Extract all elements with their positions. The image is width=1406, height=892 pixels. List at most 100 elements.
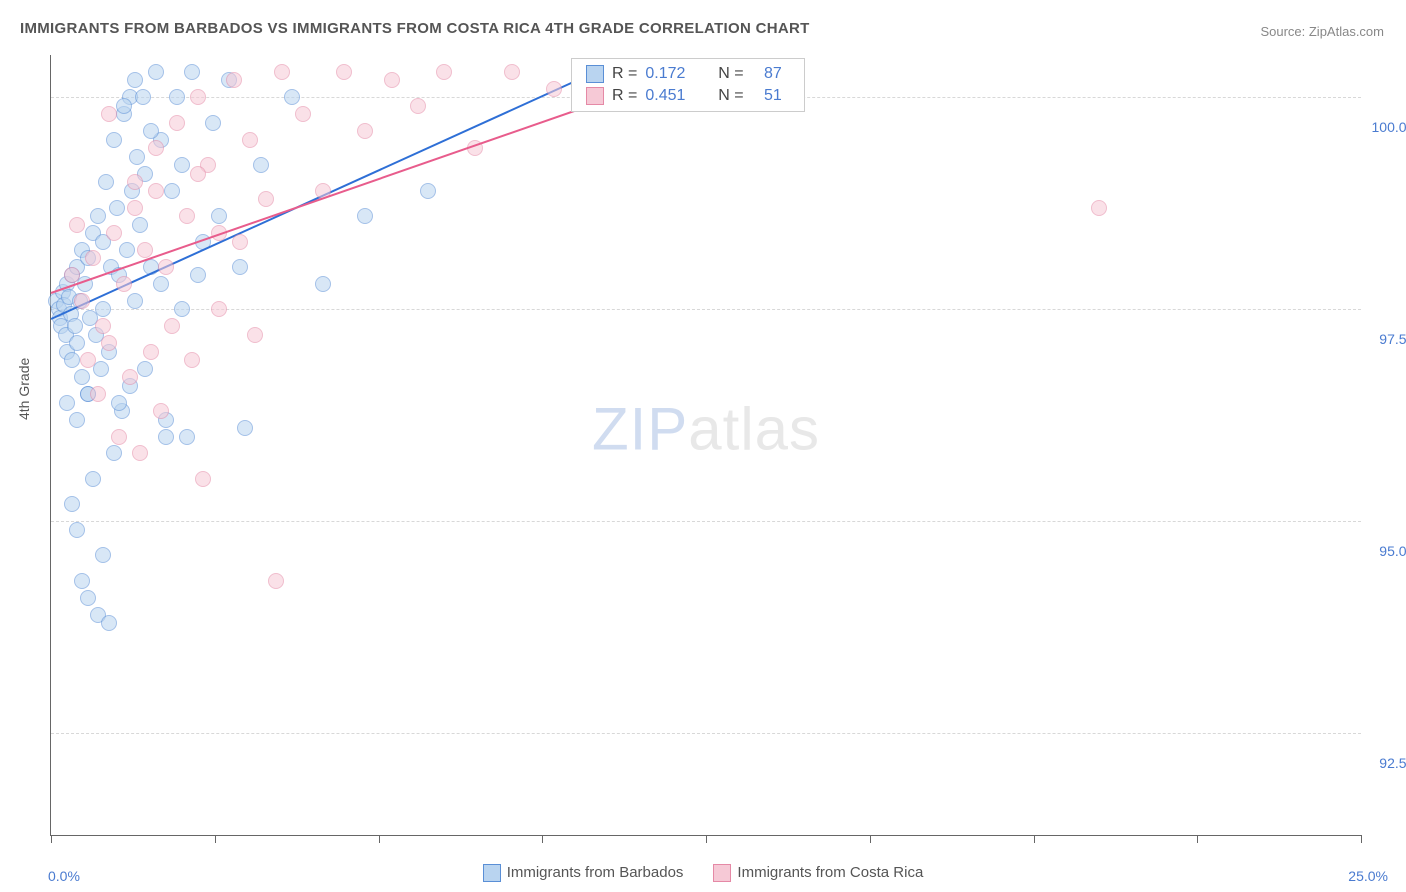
scatter-point xyxy=(69,335,85,351)
scatter-point xyxy=(436,64,452,80)
scatter-point xyxy=(59,395,75,411)
scatter-point xyxy=(143,344,159,360)
scatter-point xyxy=(64,267,80,283)
scatter-point xyxy=(546,81,562,97)
scatter-point xyxy=(164,318,180,334)
scatter-point xyxy=(253,157,269,173)
scatter-point xyxy=(274,64,290,80)
scatter-point xyxy=(179,429,195,445)
scatter-point xyxy=(247,327,263,343)
scatter-point xyxy=(90,208,106,224)
gridline-horizontal xyxy=(51,521,1361,522)
scatter-point xyxy=(179,208,195,224)
scatter-point xyxy=(158,259,174,275)
scatter-point xyxy=(195,471,211,487)
scatter-point xyxy=(111,395,127,411)
correlation-row: R = 0.172 N = 87 xyxy=(572,63,804,85)
n-value: 51 xyxy=(764,87,790,105)
scatter-point xyxy=(69,412,85,428)
source-prefix: Source: xyxy=(1260,24,1308,39)
scatter-point xyxy=(64,352,80,368)
scatter-point xyxy=(1091,200,1107,216)
x-tick xyxy=(542,835,543,843)
scatter-point xyxy=(129,149,145,165)
scatter-point xyxy=(190,166,206,182)
scatter-point xyxy=(158,429,174,445)
scatter-point xyxy=(148,183,164,199)
scatter-point xyxy=(268,573,284,589)
x-tick xyxy=(706,835,707,843)
legend-label: Immigrants from Barbados xyxy=(507,864,684,881)
scatter-point xyxy=(211,301,227,317)
watermark-zip: ZIP xyxy=(592,396,688,463)
scatter-point xyxy=(169,115,185,131)
scatter-point xyxy=(357,123,373,139)
scatter-point xyxy=(315,276,331,292)
scatter-point xyxy=(237,420,253,436)
x-tick xyxy=(51,835,52,843)
scatter-point xyxy=(119,242,135,258)
scatter-point xyxy=(232,259,248,275)
scatter-point xyxy=(211,208,227,224)
scatter-plot: ZIPatlas 92.5%95.0%97.5%100.0% xyxy=(50,55,1361,836)
correlation-legend-box: R = 0.172 N = 87 R =0.451 N = 51 xyxy=(571,58,805,112)
scatter-point xyxy=(174,301,190,317)
scatter-point xyxy=(127,72,143,88)
scatter-point xyxy=(148,140,164,156)
scatter-point xyxy=(80,352,96,368)
source-attribution: Source: ZipAtlas.com xyxy=(1260,24,1384,39)
scatter-point xyxy=(190,267,206,283)
legend-item: Immigrants from Barbados xyxy=(483,864,684,882)
legend-swatch xyxy=(483,864,501,882)
legend-item: Immigrants from Costa Rica xyxy=(713,864,923,882)
scatter-point xyxy=(226,72,242,88)
scatter-point xyxy=(143,123,159,139)
y-tick-label: 95.0% xyxy=(1369,543,1406,559)
scatter-point xyxy=(109,200,125,216)
source-name: ZipAtlas.com xyxy=(1309,24,1384,39)
n-value: 87 xyxy=(764,65,790,83)
scatter-point xyxy=(137,242,153,258)
scatter-point xyxy=(504,64,520,80)
watermark: ZIPatlas xyxy=(592,395,820,464)
gridline-horizontal xyxy=(51,733,1361,734)
scatter-point xyxy=(295,106,311,122)
scatter-point xyxy=(111,429,127,445)
scatter-point xyxy=(74,573,90,589)
scatter-point xyxy=(127,174,143,190)
legend-label: Immigrants from Costa Rica xyxy=(737,864,923,881)
scatter-point xyxy=(284,89,300,105)
y-tick-label: 92.5% xyxy=(1369,755,1406,771)
scatter-point xyxy=(95,318,111,334)
scatter-point xyxy=(93,361,109,377)
scatter-point xyxy=(153,276,169,292)
n-label: N = xyxy=(718,87,743,105)
x-tick xyxy=(379,835,380,843)
scatter-point xyxy=(127,293,143,309)
scatter-point xyxy=(85,250,101,266)
legend-bottom: Immigrants from Barbados Immigrants from … xyxy=(0,864,1406,882)
scatter-point xyxy=(106,225,122,241)
r-label: R = xyxy=(612,65,637,83)
x-tick xyxy=(1197,835,1198,843)
correlation-swatch xyxy=(586,65,604,83)
y-tick-label: 97.5% xyxy=(1369,331,1406,347)
r-value: 0.172 xyxy=(645,65,693,83)
scatter-point xyxy=(116,276,132,292)
scatter-point xyxy=(357,208,373,224)
scatter-point xyxy=(135,89,151,105)
scatter-point xyxy=(184,64,200,80)
correlation-row: R =0.451 N = 51 xyxy=(572,85,804,107)
scatter-point xyxy=(164,183,180,199)
scatter-point xyxy=(258,191,274,207)
x-tick xyxy=(870,835,871,843)
n-label: N = xyxy=(718,65,743,83)
scatter-point xyxy=(174,157,190,173)
scatter-point xyxy=(90,386,106,402)
gridline-horizontal xyxy=(51,309,1361,310)
scatter-point xyxy=(137,361,153,377)
scatter-point xyxy=(122,369,138,385)
scatter-point xyxy=(74,369,90,385)
r-label: R = xyxy=(612,87,637,105)
scatter-point xyxy=(384,72,400,88)
